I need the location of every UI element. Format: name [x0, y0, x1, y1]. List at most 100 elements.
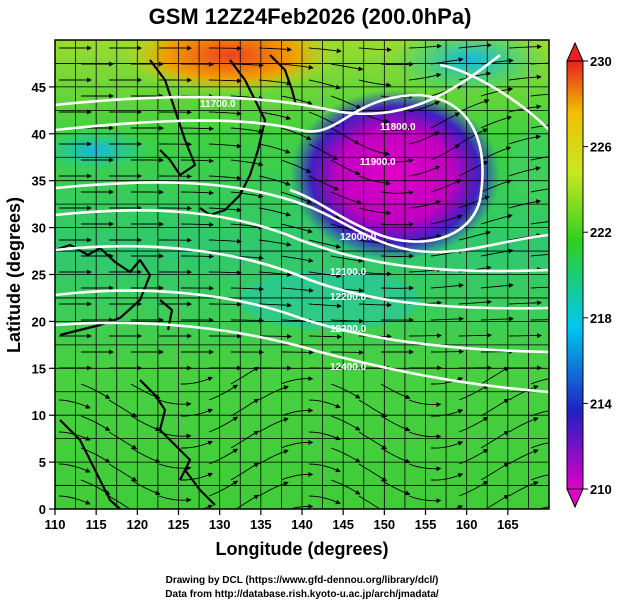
- contour-labels: 11700.0 11800.0 11900.0 12000.0 12100.0 …: [200, 99, 416, 373]
- streamline: [358, 143, 391, 157]
- contour-label-11900: 11900.0: [360, 157, 396, 168]
- streamline: [181, 440, 214, 449]
- contour-11800: [55, 93, 484, 243]
- contour-12200: [55, 244, 549, 310]
- colorbar-tick-label: 222: [590, 225, 612, 240]
- streamline: [358, 463, 388, 482]
- x-tick-label: 135: [250, 517, 272, 532]
- streamline: [280, 439, 314, 449]
- x-tick-label: 145: [332, 517, 354, 532]
- streamline: [480, 462, 510, 481]
- streamline: [485, 494, 510, 509]
- colorbar-top-triangle: [566, 41, 584, 62]
- streamline: [108, 431, 138, 450]
- streamline: [409, 333, 442, 339]
- y-tick-label: 30: [32, 221, 46, 236]
- streamline: [258, 385, 289, 401]
- streamline: [430, 441, 464, 449]
- cool-region-west: [55, 128, 155, 172]
- streamline: [258, 449, 289, 465]
- streamline: [430, 179, 462, 193]
- streamline: [430, 214, 463, 225]
- streamline: [530, 93, 549, 97]
- streamline: [408, 399, 442, 408]
- streamline: [330, 191, 362, 205]
- contour-label-12400: 12400.0: [330, 362, 367, 373]
- streamline: [158, 399, 192, 407]
- streamline: [458, 42, 492, 49]
- y-tick-label: 15: [32, 361, 46, 376]
- x-tick-label: 120: [126, 517, 148, 532]
- borneo-coastline: [184, 469, 216, 506]
- streamline: [230, 462, 260, 481]
- streamline: [180, 222, 214, 228]
- x-tick-label: 140: [291, 517, 313, 532]
- streamline: [530, 124, 549, 129]
- cyan-band: [240, 270, 420, 330]
- streamline: [408, 200, 442, 209]
- streamline: [480, 115, 512, 129]
- streamline: [230, 159, 264, 167]
- x-tick-label: 130: [209, 517, 231, 532]
- streamline: [280, 95, 313, 106]
- contour-label-12000: 12000.0: [340, 232, 377, 243]
- y-axis-label: Latitude (degrees): [4, 197, 24, 353]
- streamline: [508, 385, 539, 401]
- streamline: [208, 448, 239, 465]
- streamline: [280, 376, 314, 385]
- y-tick-label: 5: [39, 455, 46, 470]
- streamline: [200, 504, 214, 509]
- streamline: [408, 495, 442, 504]
- streamline: [230, 62, 264, 68]
- streamline: [358, 431, 388, 450]
- streamline: [380, 415, 411, 432]
- contour-12000: [55, 181, 549, 254]
- green-region-east: [510, 130, 549, 200]
- latitude-axis-ticks: 0 5 10 15 20 25 30 35 40 45: [32, 80, 55, 517]
- streamline: [108, 463, 138, 482]
- contour-northeast: [439, 63, 549, 131]
- streamline: [458, 384, 489, 401]
- x-axis-label: Longitude (degrees): [215, 539, 388, 559]
- hokkaido-coastline: [269, 54, 298, 106]
- cool-region-northeast: [390, 40, 549, 95]
- streamline: [181, 253, 214, 259]
- streamline: [508, 417, 539, 433]
- streamline: [208, 270, 242, 276]
- streamline: [230, 398, 260, 417]
- streamline: [480, 146, 512, 161]
- streamline: [288, 503, 314, 509]
- streamline: [380, 190, 414, 196]
- colorbar-tick-label: 226: [590, 140, 612, 155]
- streamline: [530, 253, 549, 257]
- streamline: [58, 495, 91, 505]
- colorbar-tick-label: 214: [590, 396, 612, 411]
- streamline: [480, 58, 514, 65]
- streamline: [408, 131, 440, 145]
- streamline: [380, 479, 411, 496]
- streamline: [180, 158, 214, 164]
- streamline: [308, 47, 342, 54]
- streamline: [230, 430, 260, 449]
- streamline: [180, 190, 214, 196]
- streamline: [358, 495, 388, 509]
- streamline: [330, 127, 360, 145]
- contour-12100: [55, 209, 549, 273]
- contour-12400: [55, 321, 549, 394]
- coastlines: [55, 54, 298, 509]
- longitude-axis-ticks: 110 115 120 125 130 135 140 145 150 155 160 165: [45, 509, 519, 532]
- streamline: [330, 447, 361, 463]
- streamline: [530, 319, 549, 321]
- streamline: [452, 505, 464, 509]
- streamline: [480, 213, 513, 225]
- streamline: [380, 126, 414, 132]
- streamline: [330, 95, 362, 109]
- streamline: [458, 417, 489, 433]
- streamline: [380, 383, 411, 400]
- streamline: [58, 463, 91, 473]
- streamline: [235, 494, 260, 509]
- streamline: [380, 158, 414, 164]
- streamline: [380, 447, 411, 464]
- x-tick-label: 115: [86, 517, 107, 532]
- streamline: [208, 78, 242, 84]
